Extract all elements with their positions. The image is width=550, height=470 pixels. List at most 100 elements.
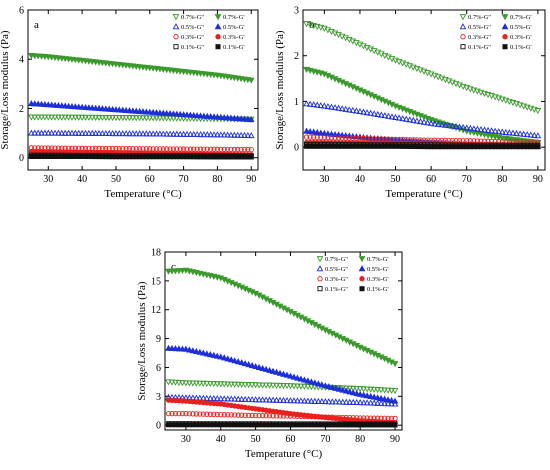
data-point [273, 396, 280, 403]
data-point [153, 130, 160, 137]
data-point [146, 130, 154, 137]
data-point [132, 130, 140, 137]
data-point [220, 395, 228, 402]
x-tick-label: 80 [497, 174, 507, 185]
data-point [68, 114, 76, 121]
data-point [301, 376, 308, 383]
data-point [95, 129, 103, 136]
data-point [502, 128, 510, 135]
legend-label: 0.5%-G' [510, 24, 532, 31]
data-point [488, 127, 495, 134]
y-tick-label: 0 [156, 421, 161, 432]
series-1 [28, 53, 255, 84]
data-point [335, 385, 343, 392]
data-point [523, 131, 531, 138]
series-4 [165, 410, 398, 422]
data-point [143, 115, 150, 122]
data-point [304, 377, 312, 384]
data-point [203, 350, 211, 357]
legend-label: 0.5%-G'' [181, 24, 204, 31]
data-point [234, 381, 242, 388]
data-point [346, 398, 354, 405]
data-point [65, 129, 72, 136]
data-point [242, 412, 248, 418]
legend-marker [359, 276, 365, 282]
data-point [339, 386, 347, 393]
data-point [239, 412, 245, 418]
data-point [370, 386, 378, 393]
data-point [34, 114, 42, 121]
data-point [44, 129, 52, 136]
data-point [409, 116, 417, 123]
data-point [175, 379, 183, 386]
data-point [287, 372, 294, 379]
x-tick-label: 70 [320, 434, 330, 445]
data-point [235, 412, 241, 418]
data-point [165, 379, 172, 386]
data-point [438, 121, 446, 128]
data-point [143, 130, 150, 137]
x-tick-label: 30 [319, 174, 329, 185]
data-point [227, 395, 235, 402]
series-7 [304, 143, 541, 150]
data-point [388, 113, 396, 120]
data-point [452, 123, 460, 130]
data-point [48, 114, 56, 121]
legend-marker [316, 256, 324, 263]
data-point [115, 115, 123, 122]
data-point [139, 130, 147, 137]
data-point [186, 411, 193, 417]
data-point [273, 382, 280, 389]
data-point [68, 129, 76, 136]
data-point [360, 391, 368, 398]
legend-marker [501, 14, 509, 21]
data-point [245, 361, 253, 368]
data-point [214, 146, 221, 152]
data-point [290, 373, 298, 380]
y-tick-label: 18 [151, 248, 161, 259]
data-point [38, 129, 45, 136]
data-point [392, 422, 398, 428]
data-point [241, 381, 249, 389]
data-point [224, 381, 232, 388]
legend-label: 0.1%-G'' [468, 44, 491, 51]
data-point [235, 146, 241, 153]
data-point [112, 115, 120, 122]
legend-label: 0.5%-G'' [325, 266, 348, 273]
data-point [262, 365, 270, 372]
data-point [290, 397, 298, 404]
data-point [332, 135, 338, 141]
x-tick-label: 40 [355, 174, 365, 185]
data-point [269, 382, 277, 389]
data-point [377, 399, 385, 406]
data-point [44, 114, 52, 121]
data-point [210, 381, 218, 388]
data-point [217, 381, 225, 388]
data-point [227, 131, 235, 138]
data-point [303, 100, 310, 107]
data-point [199, 349, 207, 356]
data-point [297, 383, 305, 390]
data-point [248, 154, 254, 160]
x-tick-label: 50 [391, 174, 401, 185]
data-point [374, 110, 382, 117]
data-point [149, 115, 157, 122]
data-point [220, 131, 228, 138]
legend: 0.7%-G'' 0.7%-G' 0.5%-G'' 0.5%-G' 0.3%-G'' 0.… [172, 14, 245, 51]
data-point [224, 131, 231, 138]
data-point [61, 129, 69, 136]
data-point [163, 130, 171, 137]
data-point [28, 129, 35, 136]
data-point [179, 380, 186, 387]
data-point [262, 396, 270, 403]
legend-label: 0.3%-G'' [468, 34, 491, 41]
data-point [484, 126, 492, 133]
data-point [183, 410, 189, 417]
data-point [381, 112, 389, 119]
data-point [321, 134, 328, 141]
data-point [207, 146, 214, 152]
data-point [228, 412, 234, 418]
data-point [328, 398, 336, 405]
legend-label: 0.3%-G' [367, 276, 389, 283]
data-point [349, 106, 357, 113]
